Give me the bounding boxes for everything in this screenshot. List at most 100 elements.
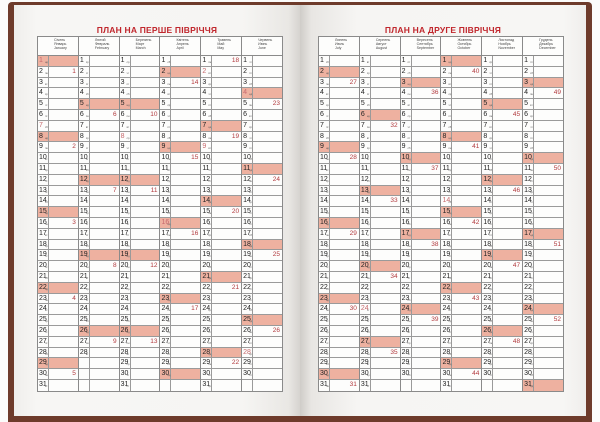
day-note-area[interactable] [171, 88, 200, 98]
day-note-area[interactable] [131, 67, 160, 77]
day-cell[interactable] [401, 379, 441, 391]
day-note-area[interactable] [171, 380, 200, 391]
day-cell[interactable]: 8 чт [242, 131, 282, 143]
day-note-area[interactable] [253, 369, 282, 379]
day-note-area[interactable]: 5 [49, 369, 78, 379]
day-cell[interactable]: 19 нд [119, 250, 160, 262]
day-cell[interactable]: 3 чт [359, 77, 400, 89]
day-note-area[interactable] [371, 326, 400, 336]
day-note-area[interactable] [49, 110, 78, 120]
day-note-area[interactable] [253, 153, 282, 163]
day-note-area[interactable]: 31 [330, 380, 359, 391]
day-cell[interactable]: 12 чт [38, 174, 78, 186]
day-cell[interactable]: 30 нд [319, 369, 359, 380]
day-cell[interactable]: 23 пт [242, 293, 282, 305]
day-note-area[interactable]: 12 [131, 261, 160, 271]
day-cell[interactable]: 16 ср [359, 217, 400, 229]
day-note-area[interactable] [171, 369, 200, 379]
day-cell[interactable]: 10 сб [242, 153, 282, 164]
day-note-area[interactable] [412, 132, 441, 142]
day-note-area[interactable] [49, 78, 78, 88]
day-cell[interactable]: 4 пн 49 [523, 88, 563, 100]
day-cell[interactable]: 5 чт [38, 99, 78, 110]
day-note-area[interactable] [534, 283, 563, 293]
day-note-area[interactable] [90, 153, 119, 163]
day-cell[interactable]: 29 чт [242, 358, 282, 370]
day-note-area[interactable] [493, 348, 522, 358]
day-note-area[interactable] [534, 294, 563, 304]
day-cell[interactable]: 7 пн 32 [359, 120, 400, 132]
day-note-area[interactable] [212, 88, 241, 98]
day-note-area[interactable] [212, 337, 241, 347]
day-cell[interactable]: 26 ср [319, 325, 359, 337]
day-note-area[interactable] [253, 380, 282, 391]
day-note-area[interactable] [253, 337, 282, 347]
day-cell[interactable]: 12 пт [201, 174, 242, 186]
day-note-area[interactable]: 51 [534, 240, 563, 250]
day-cell[interactable]: 28 сб [441, 347, 482, 359]
day-cell[interactable]: 26 вт [523, 325, 563, 337]
day-note-area[interactable] [493, 294, 522, 304]
day-cell[interactable]: 3 пн 14 [160, 77, 201, 89]
day-note-area[interactable]: 42 [452, 218, 481, 228]
day-note-area[interactable] [330, 196, 359, 206]
day-note-area[interactable]: 39 [412, 315, 441, 325]
day-cell[interactable]: 20 чт [319, 261, 359, 272]
day-note-area[interactable] [452, 337, 481, 347]
day-cell[interactable]: 6 сб [201, 109, 242, 121]
day-cell[interactable]: 9 нд [319, 142, 359, 154]
day-cell[interactable]: 6 вт [242, 109, 282, 121]
day-cell[interactable]: 26 нд [119, 325, 160, 337]
day-note-area[interactable] [171, 196, 200, 206]
day-cell[interactable]: 9 сб [400, 142, 441, 154]
day-cell[interactable]: 8 нд [441, 131, 482, 143]
day-note-area[interactable] [49, 261, 78, 271]
day-note-area[interactable] [412, 67, 441, 77]
day-cell[interactable]: 24 пт [119, 304, 160, 316]
day-note-area[interactable] [171, 283, 200, 293]
day-note-area[interactable] [330, 132, 359, 142]
day-note-area[interactable] [90, 358, 119, 368]
day-cell[interactable]: 25 чт [201, 315, 242, 326]
day-cell[interactable]: 28 пт [319, 347, 359, 359]
day-cell[interactable]: 6 пт [441, 109, 482, 121]
day-note-area[interactable] [371, 304, 400, 314]
day-note-area[interactable] [49, 99, 78, 109]
day-cell[interactable]: 28 чт [523, 347, 563, 359]
day-note-area[interactable] [253, 142, 282, 152]
day-note-area[interactable] [534, 272, 563, 282]
day-note-area[interactable] [253, 348, 282, 358]
day-cell[interactable]: 10 ср [201, 153, 242, 164]
day-cell[interactable]: 27 пн 9 [78, 336, 119, 348]
day-cell[interactable]: 13 вт [242, 185, 282, 197]
day-cell[interactable]: 9 пт [242, 142, 282, 154]
day-note-area[interactable] [131, 229, 160, 239]
day-cell[interactable]: 18 вт [319, 239, 359, 251]
day-note-area[interactable] [131, 348, 160, 358]
day-note-area[interactable] [452, 164, 481, 174]
day-cell[interactable]: 24 вт [441, 304, 482, 316]
day-cell[interactable]: 12 ср [319, 174, 359, 186]
day-cell[interactable]: 5 ср [319, 99, 359, 110]
day-cell[interactable]: 14 пт [160, 196, 201, 208]
day-cell[interactable]: 31 ср [201, 379, 241, 391]
day-cell[interactable]: 18 ср [38, 239, 78, 251]
day-note-area[interactable]: 35 [371, 348, 400, 358]
day-note-area[interactable] [412, 110, 441, 120]
day-cell[interactable]: 27 ср [523, 336, 563, 348]
day-cell[interactable]: 22 ср [482, 282, 523, 294]
day-cell[interactable]: 6 ср [400, 109, 441, 121]
day-note-area[interactable] [212, 99, 241, 109]
day-note-area[interactable]: 2 [49, 142, 78, 152]
day-cell[interactable]: 17 пт [78, 228, 119, 240]
day-note-area[interactable] [371, 380, 400, 391]
day-note-area[interactable] [412, 250, 441, 260]
day-cell[interactable]: 7 сб [441, 120, 482, 132]
day-note-area[interactable] [171, 186, 200, 196]
day-cell[interactable]: 10 пт [78, 153, 119, 164]
day-note-area[interactable] [253, 132, 282, 142]
day-note-area[interactable] [452, 56, 481, 66]
day-note-area[interactable] [131, 315, 160, 325]
day-note-area[interactable] [452, 358, 481, 368]
day-cell[interactable]: 6 пн 45 [482, 109, 523, 121]
